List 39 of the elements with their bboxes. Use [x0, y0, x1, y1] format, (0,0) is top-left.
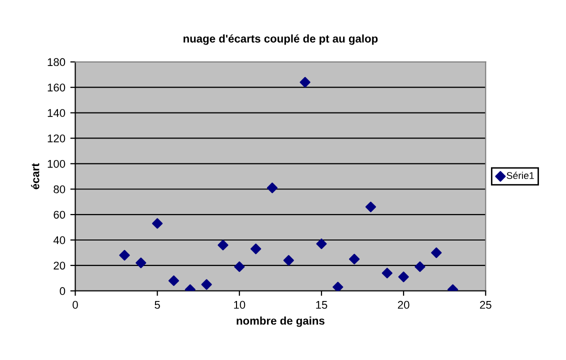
x-tick-label: 5 [154, 301, 160, 309]
y-tick-label: 60 [54, 210, 66, 219]
point [168, 275, 180, 286]
y-tick-label: 160 [48, 84, 66, 92]
legend-label: Série1 [506, 172, 534, 180]
point [218, 240, 228, 250]
point [266, 182, 278, 194]
point [365, 202, 376, 212]
x-tick-label: 10 [234, 300, 246, 309]
x-tick-label: 15 [316, 301, 328, 309]
y-tick-label: 120 [48, 134, 66, 142]
y-axis-title: écart [31, 163, 40, 190]
point [250, 244, 262, 254]
point [234, 261, 245, 272]
point [431, 247, 442, 258]
y-tick-label: 180 [48, 58, 66, 66]
x-axis-title: nombre de gains [236, 316, 324, 327]
x-tick-label: 0 [72, 300, 78, 309]
point [414, 261, 426, 272]
point [119, 250, 130, 261]
point [382, 268, 392, 278]
y-tick-label: 80 [54, 185, 66, 194]
y-tick-label: 40 [53, 236, 66, 244]
y-tick-label: 0 [60, 287, 66, 296]
point [316, 238, 327, 250]
x-tick-label: 20 [398, 300, 410, 309]
x-tick-label: 25 [480, 300, 492, 309]
point [283, 255, 294, 266]
point [349, 254, 360, 264]
y-tick-label: 100 [48, 160, 66, 168]
point [152, 218, 163, 229]
point [201, 279, 212, 290]
y-tick-label: 20 [54, 262, 66, 270]
point [398, 272, 409, 282]
point [332, 282, 344, 291]
point [136, 258, 146, 268]
point [300, 76, 310, 88]
y-tick-label: 140 [48, 109, 66, 117]
chart-title: nuage d'écarts couplé de pt au galop [184, 34, 378, 45]
